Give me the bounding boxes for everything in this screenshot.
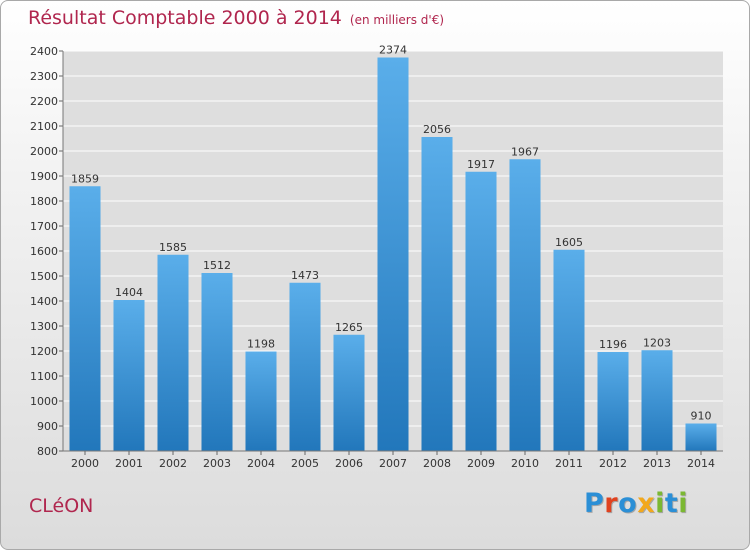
y-tick-label: 1700: [30, 220, 58, 233]
x-tick-label-2008: 2008: [423, 457, 451, 470]
logo-letter: t: [664, 488, 679, 519]
bar-2007: [377, 57, 409, 451]
x-tick-label-2011: 2011: [555, 457, 583, 470]
x-tick-label-2000: 2000: [71, 457, 99, 470]
data-label-2014: 910: [691, 410, 712, 423]
x-tick-label-2003: 2003: [203, 457, 231, 470]
logo-letter: x: [637, 488, 656, 519]
bar-2008: [421, 137, 453, 451]
data-label-2004: 1198: [247, 338, 275, 351]
x-tick-label-2002: 2002: [159, 457, 187, 470]
x-tick-label-2012: 2012: [599, 457, 627, 470]
y-tick-label: 1000: [30, 395, 58, 408]
bar-2011: [553, 249, 585, 451]
chart-title-text: Résultat Comptable 2000 à 2014: [28, 7, 342, 29]
data-label-2002: 1585: [159, 241, 187, 254]
data-label-2011: 1605: [555, 236, 583, 249]
data-labels: 1859 1404 1585 1512 1198 1473 1265 2374 2056 1917…: [71, 44, 712, 423]
y-axis: 800 900 1000 1100 1200 1300 1400 1500 1600 1700 18…: [30, 45, 64, 458]
x-tick-label-2014: 2014: [687, 457, 715, 470]
data-label-2007: 2374: [379, 44, 407, 57]
y-tick-label: 1200: [30, 345, 58, 358]
logo-letter: P: [584, 488, 605, 519]
y-tick-label: 800: [37, 445, 58, 458]
bar-chart: 800 900 1000 1100 1200 1300 1400 1500 1600 1700 18…: [30, 44, 723, 470]
bar-2002: [157, 254, 189, 451]
x-tick-label-2013: 2013: [643, 457, 671, 470]
data-label-2000: 1859: [71, 172, 99, 185]
data-label-2009: 1917: [467, 158, 495, 171]
data-label-2005: 1473: [291, 269, 319, 282]
x-tick-label-2009: 2009: [467, 457, 495, 470]
chart-title: Résultat Comptable 2000 à 2014 (en millie…: [28, 7, 444, 29]
bar-2010: [509, 159, 541, 451]
bar-2001: [113, 300, 145, 451]
x-tick-label-2001: 2001: [115, 457, 143, 470]
data-label-2001: 1404: [115, 286, 143, 299]
x-axis: 2000 2001 2002 2003 2004 2005 2006 2007 2008 2009…: [63, 450, 723, 470]
bar-2012: [597, 352, 629, 451]
y-tick-label: 1600: [30, 245, 58, 258]
data-label-2013: 1203: [643, 336, 671, 349]
bars: [69, 57, 717, 451]
logo-letter: i: [678, 488, 689, 519]
bar-2000: [69, 186, 101, 451]
bar-2003: [201, 273, 233, 451]
proxiti-logo: Proxiti: [584, 488, 688, 519]
y-tick-label: 1400: [30, 295, 58, 308]
bar-2009: [465, 171, 497, 451]
x-tick-label-2010: 2010: [511, 457, 539, 470]
y-tick-label: 2100: [30, 120, 58, 133]
y-tick-label: 1900: [30, 170, 58, 183]
x-tick-label-2005: 2005: [291, 457, 319, 470]
y-tick-label: 1300: [30, 320, 58, 333]
logo-letter: o: [618, 488, 638, 519]
y-tick-label: 2200: [30, 95, 58, 108]
bar-2014: [685, 423, 717, 451]
bar-2004: [245, 351, 277, 451]
bar-2005: [289, 282, 321, 451]
data-label-2010: 1967: [511, 145, 539, 158]
y-tick-label: 2300: [30, 70, 58, 83]
data-label-2006: 1265: [335, 321, 363, 334]
commune-name: CLéON: [29, 495, 94, 517]
logo-letter: i: [655, 488, 665, 519]
y-tick-label: 1800: [30, 195, 58, 208]
logo-letter: r: [604, 488, 619, 519]
x-tick-label-2004: 2004: [247, 457, 275, 470]
data-label-2008: 2056: [423, 123, 451, 136]
chart-subtitle: (en milliers d'€): [349, 13, 445, 27]
y-tick-label: 2000: [30, 145, 58, 158]
x-tick-label-2006: 2006: [335, 457, 363, 470]
data-label-2012: 1196: [599, 338, 627, 351]
y-tick-label: 900: [37, 420, 58, 433]
y-tick-label: 1100: [30, 370, 58, 383]
bar-2006: [333, 334, 365, 451]
y-tick-label: 2400: [30, 45, 58, 58]
y-tick-label: 1500: [30, 270, 58, 283]
bar-2013: [641, 350, 673, 451]
data-label-2003: 1512: [203, 259, 231, 272]
x-tick-label-2007: 2007: [379, 457, 407, 470]
